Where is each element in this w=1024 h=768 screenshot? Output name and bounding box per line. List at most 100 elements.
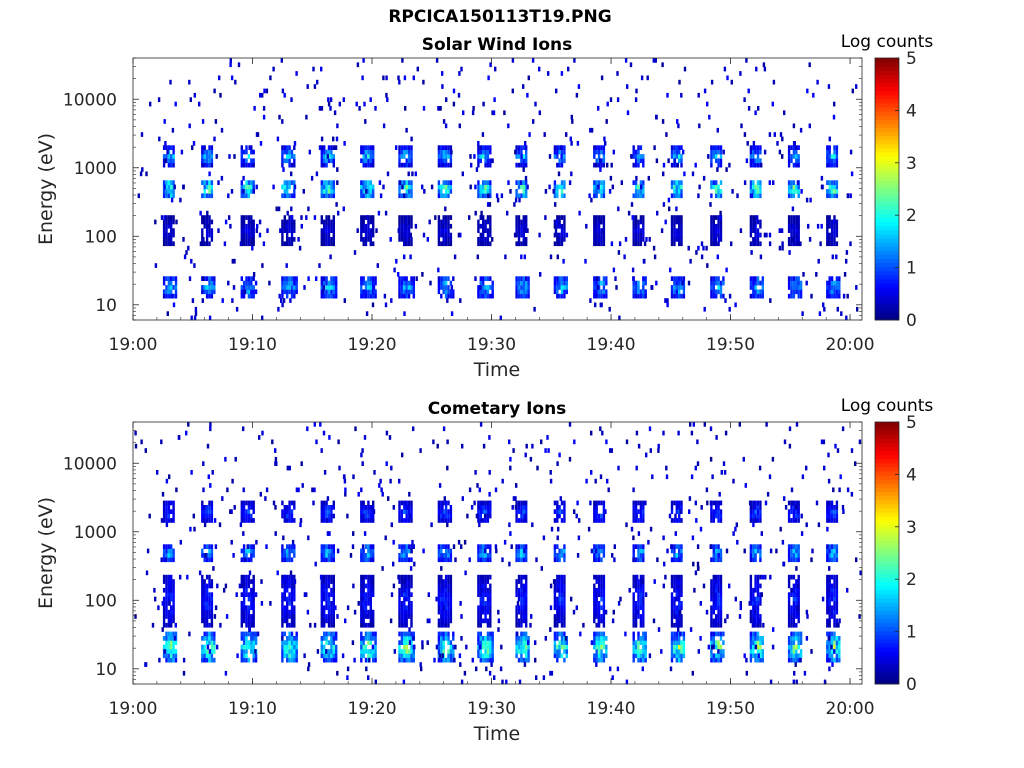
spectrogram-cell [702, 245, 705, 251]
spectrogram-cell [787, 162, 791, 168]
spectrogram-cell [210, 149, 214, 155]
spectrogram-cell [261, 263, 264, 268]
spectrogram-cell [482, 237, 485, 242]
spectrogram-cell [213, 636, 216, 641]
spectrogram-cell [369, 640, 372, 645]
spectrogram-cell [575, 92, 579, 98]
spectrogram-cell [415, 276, 418, 281]
spectrogram-cell [525, 193, 528, 199]
spectrogram-cell [371, 644, 375, 650]
spectrogram-cell [423, 189, 426, 194]
spectrogram-cell [286, 557, 289, 563]
spectrogram-cell [560, 223, 564, 229]
spectrogram-cell [384, 210, 388, 216]
spectrogram-cell [162, 518, 166, 523]
spectrogram-cell [367, 513, 370, 519]
spectrogram-cell [525, 544, 528, 549]
spectrogram-cell [553, 622, 557, 628]
spectrogram-cell [245, 145, 248, 150]
spectrogram-cell [447, 237, 450, 242]
spectrogram-cell [407, 500, 411, 506]
spectrogram-cell [634, 649, 638, 654]
spectrogram-cell [437, 162, 441, 168]
spectrogram-cell [771, 101, 774, 107]
spectrogram-cell [190, 315, 193, 321]
spectrogram-cell [680, 657, 683, 663]
spectrogram-cell [522, 293, 525, 299]
spectrogram-cell [320, 505, 323, 510]
spectrogram-cell [374, 640, 377, 645]
spectrogram-cell [444, 232, 448, 238]
spectrogram-cell [405, 579, 408, 584]
spectrogram-cell [675, 180, 678, 185]
colorbar-swatch [875, 217, 899, 223]
spectrogram-cell [325, 232, 328, 238]
spectrogram-cell [364, 657, 368, 663]
spectrogram-cell [630, 154, 633, 159]
spectrogram-cell [553, 553, 557, 558]
spectrogram-cell [364, 544, 368, 549]
spectrogram-cell [845, 258, 848, 264]
spectrogram-cell [306, 426, 309, 432]
spectrogram-cell [795, 162, 798, 168]
spectrogram-cell [634, 180, 638, 185]
spectrogram-cell [281, 596, 284, 602]
spectrogram-cell [597, 631, 601, 637]
spectrogram-cell [172, 653, 175, 659]
spectrogram-cell [240, 618, 243, 624]
spectrogram-cell [759, 293, 762, 299]
spectrogram-cell [286, 149, 289, 155]
spectrogram-cell [833, 228, 836, 233]
spectrogram-cell [517, 149, 521, 155]
spectrogram-cell [632, 618, 635, 624]
spectrogram-cell [161, 601, 164, 606]
spectrogram-cell [165, 601, 168, 606]
spectrogram-cell [442, 640, 445, 645]
spectrogram-cell [232, 285, 236, 290]
spectrogram-cell [747, 106, 751, 111]
spectrogram-cell [330, 640, 333, 645]
spectrogram-cell [360, 149, 363, 155]
spectrogram-cell [752, 293, 755, 299]
spectrogram-cell [355, 101, 358, 107]
spectrogram-cell [520, 631, 523, 637]
spectrogram-cell [634, 293, 638, 299]
spectrogram-cell [597, 106, 600, 111]
spectrogram-cell [407, 184, 411, 190]
spectrogram-cell [179, 197, 182, 203]
spectrogram-cell [593, 574, 596, 580]
spectrogram-cell [360, 513, 363, 519]
spectrogram-cell [680, 92, 683, 98]
spectrogram-cell [710, 154, 713, 159]
spectrogram-cell [210, 500, 214, 506]
spectrogram-cell [360, 548, 363, 554]
spectrogram-cell [286, 505, 289, 510]
spectrogram-cell [605, 649, 608, 654]
spectrogram-cell [634, 228, 638, 233]
spectrogram-cell [330, 649, 333, 654]
spectrogram-cell [759, 180, 762, 185]
spectrogram-cell [634, 193, 638, 199]
spectrogram-cell [756, 158, 760, 164]
spectrogram-cell [407, 592, 411, 597]
spectrogram-cell [634, 601, 638, 606]
spectrogram-cell [442, 215, 445, 220]
spectrogram-cell [398, 189, 401, 194]
spectrogram-cell [224, 456, 227, 462]
spectrogram-cell [597, 189, 601, 194]
spectrogram-cell [442, 596, 445, 602]
spectrogram-cell [482, 653, 485, 659]
spectrogram-cell [600, 596, 603, 602]
spectrogram-cell [203, 149, 206, 155]
spectrogram-cell [563, 609, 566, 615]
spectrogram-cell [219, 622, 222, 628]
spectrogram-cell [283, 596, 286, 602]
spectrogram-cell [245, 653, 248, 659]
spectrogram-cell [328, 531, 331, 536]
spectrogram-cell [364, 649, 368, 654]
spectrogram-cell [780, 228, 784, 233]
spectrogram-cell [515, 636, 518, 641]
spectrogram-cell [553, 544, 557, 549]
spectrogram-cell [330, 579, 333, 584]
spectrogram-cell [242, 531, 245, 536]
